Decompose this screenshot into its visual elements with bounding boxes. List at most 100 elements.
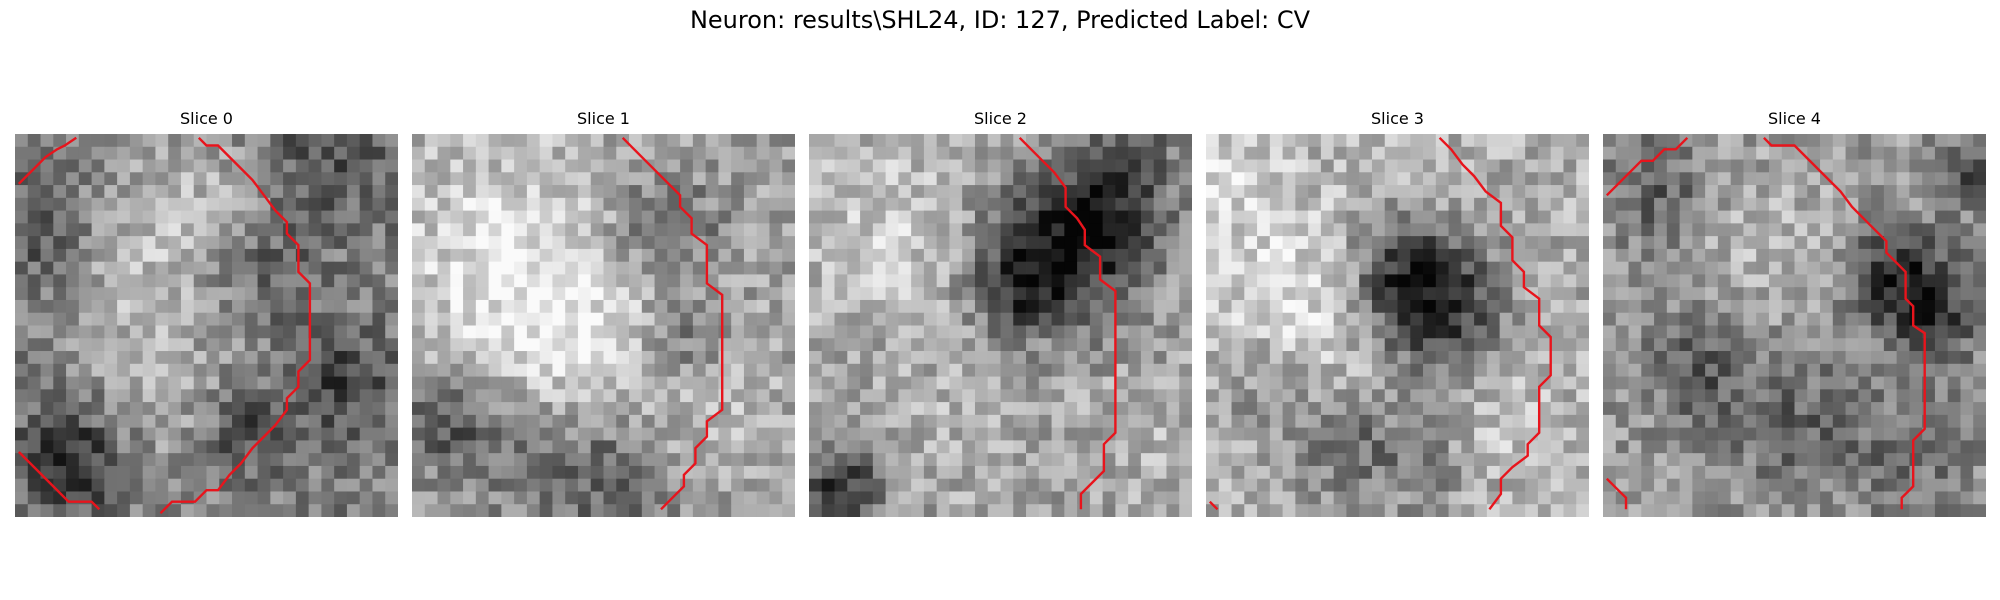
pixel-cell	[129, 478, 144, 492]
pixel-cell	[117, 261, 131, 275]
pixel-cell	[346, 134, 361, 148]
pixel-cell	[911, 440, 925, 454]
contour-line	[17, 451, 101, 511]
pixel-cell	[1346, 274, 1360, 288]
pixel-cell	[1115, 312, 1129, 326]
pixel-cell	[1922, 287, 1936, 301]
pixel-cell	[1410, 197, 1424, 211]
pixel-cell	[1756, 478, 1770, 492]
pixel-cell	[1692, 248, 1706, 263]
pixel-cell	[1140, 491, 1155, 505]
pixel-cell	[359, 478, 373, 492]
pixel-cell	[117, 351, 131, 365]
pixel-cell	[1128, 440, 1142, 454]
pixel-cell	[1654, 427, 1668, 441]
pixel-cell	[1563, 146, 1577, 160]
pixel-cell	[731, 414, 745, 429]
pixel-cell	[1000, 325, 1014, 339]
pixel-cell	[1423, 299, 1437, 314]
pixel-cell	[949, 159, 963, 173]
pixel-cell	[629, 363, 643, 377]
pixel-cell	[1947, 185, 1961, 199]
pixel-cell	[1448, 248, 1462, 263]
pixel-cell	[616, 248, 630, 263]
pixel-cell	[667, 312, 681, 326]
pixel-cell	[1038, 134, 1052, 148]
pixel-cell	[129, 261, 144, 275]
pixel-cell	[577, 185, 592, 199]
pixel-cell	[412, 312, 426, 326]
pixel-cell	[129, 440, 144, 454]
pixel-cell	[283, 478, 297, 492]
pixel-cell	[15, 197, 29, 211]
pixel-cell	[1820, 248, 1834, 263]
pixel-cell	[1666, 159, 1680, 173]
pixel-cell	[974, 248, 989, 263]
pixel-cell	[834, 402, 848, 416]
pixel-cell	[40, 389, 54, 403]
pixel-cell	[577, 325, 592, 339]
pixel-cell	[847, 159, 861, 173]
pixel-cell	[1486, 146, 1501, 160]
pixel-cell	[782, 402, 795, 416]
pixel-cell	[1641, 287, 1655, 301]
pixel-cell	[1102, 453, 1116, 467]
pixel-cell	[898, 478, 912, 492]
pixel-cell	[552, 223, 566, 237]
pixel-cell	[501, 325, 515, 339]
pixel-cell	[27, 134, 41, 148]
pixel-cell	[424, 312, 438, 326]
pixel-cell	[692, 299, 707, 314]
pixel-cell	[718, 274, 732, 288]
pixel-cell	[1474, 351, 1488, 365]
pixel-cell	[1845, 504, 1859, 517]
pixel-cell	[155, 134, 169, 148]
pixel-cell	[1295, 274, 1309, 288]
pixel-cell	[1654, 363, 1668, 377]
pixel-cell	[1206, 389, 1220, 403]
pixel-cell	[1730, 159, 1744, 173]
pixel-cell	[692, 363, 707, 377]
pixel-cell	[1089, 159, 1104, 173]
pixel-cell	[1934, 414, 1949, 429]
pixel-cell	[1883, 325, 1898, 339]
pixel-cell	[15, 325, 29, 339]
pixel-cell	[1013, 478, 1027, 492]
pixel-cell	[180, 287, 195, 301]
pixel-cell	[1820, 159, 1834, 173]
pixel-cell	[629, 159, 643, 173]
pixel-cell	[1883, 223, 1898, 237]
pixel-cell	[1512, 414, 1526, 429]
pixel-cell	[603, 376, 617, 390]
pixel-cell	[321, 299, 335, 314]
pixel-cell	[654, 427, 668, 441]
pixel-cell	[756, 453, 770, 467]
pixel-cell	[1486, 261, 1501, 275]
pixel-cell	[1845, 287, 1859, 301]
pixel-cell	[1717, 312, 1732, 326]
pixel-cell	[1947, 465, 1961, 480]
pixel-cell	[412, 287, 426, 301]
pixel-cell	[1576, 274, 1589, 288]
pixel-cell	[667, 134, 681, 148]
pixel-cell	[949, 312, 963, 326]
pixel-cell	[244, 312, 258, 326]
pixel-cell	[782, 453, 795, 467]
pixel-cell	[78, 287, 92, 301]
pixel-cell	[1717, 287, 1732, 301]
pixel-cell	[1896, 402, 1910, 416]
pixel-cell	[1768, 172, 1783, 186]
pixel-cell	[1269, 134, 1283, 148]
pixel-cell	[847, 453, 861, 467]
pixel-cell	[1435, 504, 1449, 517]
pixel-cell	[1525, 414, 1539, 429]
pixel-cell	[1654, 134, 1668, 148]
pixel-cell	[923, 134, 938, 148]
pixel-cell	[1896, 159, 1910, 173]
pixel-cell	[834, 504, 848, 517]
pixel-cell	[565, 185, 579, 199]
pixel-cell	[463, 325, 477, 339]
pixel-cell	[1947, 159, 1961, 173]
pixel-cell	[180, 504, 195, 517]
pixel-cell	[654, 389, 668, 403]
